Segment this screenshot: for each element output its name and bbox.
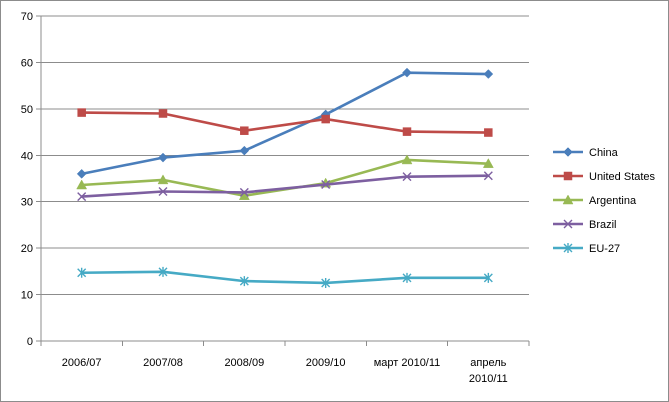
- y-tick-label: 40: [21, 150, 33, 162]
- diamond-marker: [76, 169, 87, 179]
- x-tick-label: 2006/07: [62, 357, 102, 369]
- x-marker: [402, 172, 412, 182]
- star-marker: [563, 243, 573, 253]
- legend-item: Argentina: [553, 194, 637, 207]
- legend-label: Brazil: [589, 219, 617, 231]
- star-marker: [321, 277, 331, 288]
- star-marker: [239, 276, 249, 287]
- y-tick-label: 70: [21, 11, 33, 23]
- square-marker: [158, 109, 168, 118]
- diamond-marker: [563, 147, 573, 157]
- square-marker: [240, 126, 249, 135]
- diamond-marker: [239, 145, 250, 156]
- x-marker: [239, 187, 249, 197]
- series-line: [80, 174, 490, 198]
- x-tick-label: апрель 2010/11: [469, 357, 508, 385]
- legend-label: EU-27: [589, 243, 620, 255]
- triangle-marker: [401, 154, 413, 165]
- y-tick-label: 10: [21, 290, 33, 302]
- y-tick-label: 30: [21, 197, 33, 209]
- series-line: [80, 270, 490, 285]
- x-tick-label: 2009/10: [306, 357, 346, 369]
- x-marker: [321, 180, 331, 190]
- square-marker: [484, 128, 493, 137]
- y-tick-label: 0: [27, 336, 33, 348]
- y-tick-label: 50: [21, 104, 33, 116]
- y-tick-label: 60: [21, 57, 33, 69]
- triangle-marker: [482, 158, 494, 168]
- legend-item: EU-27: [553, 243, 620, 255]
- legend-label: Argentina: [589, 195, 637, 207]
- series-line: [80, 158, 490, 197]
- x-tick-label: март 2010/11: [374, 357, 441, 369]
- star-marker: [158, 266, 168, 277]
- series-line: [80, 71, 490, 176]
- y-tick-label: 20: [21, 243, 33, 255]
- triangle-marker: [157, 174, 169, 185]
- square-marker: [563, 171, 573, 181]
- x-tick-label: 2007/08: [143, 357, 183, 369]
- x-marker: [77, 192, 87, 202]
- x-marker: [483, 171, 493, 181]
- legend-item: United States: [553, 171, 656, 183]
- diamond-marker: [158, 152, 168, 163]
- legend-label: China: [589, 147, 619, 159]
- diamond-marker: [402, 67, 412, 78]
- series-line: [80, 111, 490, 134]
- star-marker: [483, 272, 493, 283]
- series-eu-27: [77, 266, 493, 288]
- triangle-marker: [76, 179, 88, 190]
- legend: China United States Argentina Brazil EU-27: [553, 147, 656, 255]
- legend-label: United States: [589, 171, 656, 183]
- series-brazil: [77, 171, 493, 202]
- x-marker: [563, 219, 573, 229]
- series-united-states: [77, 108, 493, 137]
- square-marker: [77, 108, 86, 117]
- triangle-marker: [562, 194, 574, 205]
- legend-item: Brazil: [553, 219, 617, 231]
- square-marker: [321, 114, 330, 124]
- gridlines: [41, 15, 529, 296]
- square-marker: [402, 127, 412, 136]
- star-marker: [402, 272, 412, 283]
- star-marker: [77, 267, 87, 278]
- legend-item: China: [553, 147, 619, 159]
- x-tick-label: 2008/09: [224, 357, 264, 369]
- diamond-marker: [483, 69, 494, 79]
- x-marker: [158, 187, 168, 196]
